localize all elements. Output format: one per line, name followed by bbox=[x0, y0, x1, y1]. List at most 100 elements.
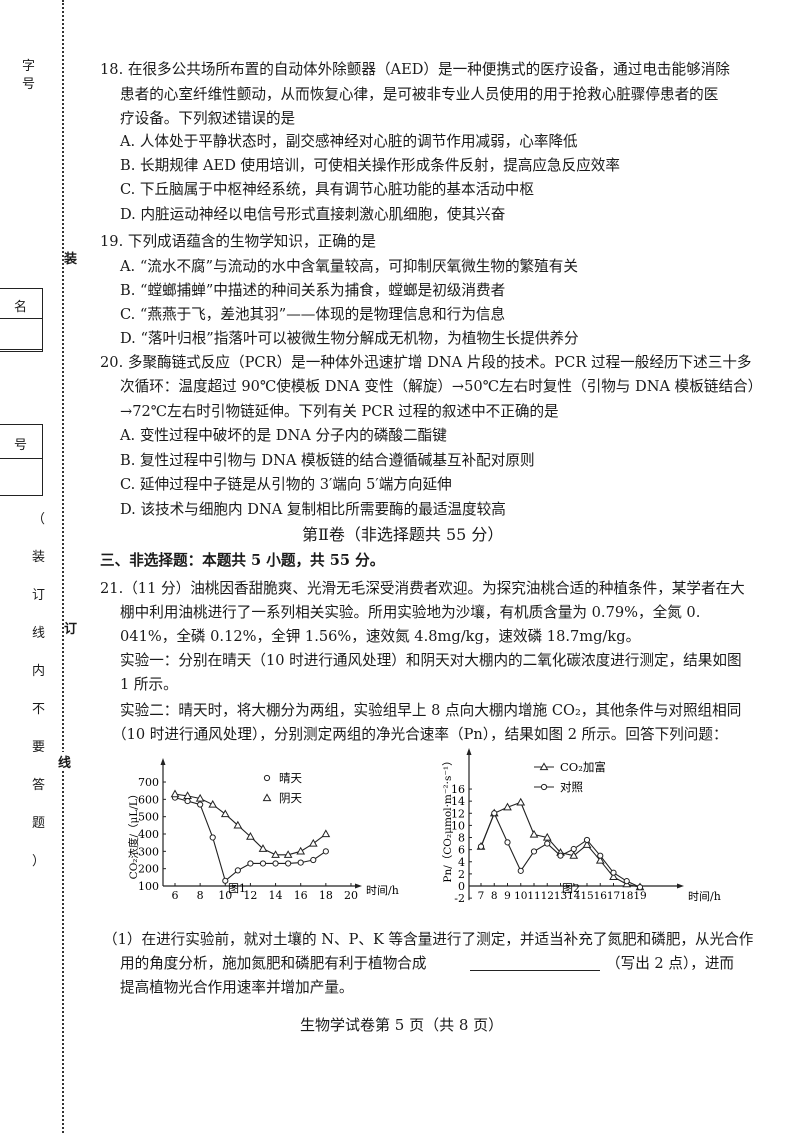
data-point bbox=[171, 794, 179, 801]
x-tick-label: 8 bbox=[197, 889, 204, 902]
binding-char: 订 bbox=[64, 618, 78, 637]
q20-option: D. 该技术与细胞内 DNA 复制相比所需要酶的最适温度较高 bbox=[120, 500, 506, 518]
x-tick-label: 20 bbox=[344, 889, 358, 902]
x-tick-label: 6 bbox=[172, 889, 179, 902]
y-axis-label: Pn/（CO₂μmol·m⁻²·s⁻¹） bbox=[442, 755, 454, 882]
y-tick-label: 4 bbox=[458, 856, 465, 869]
figure-caption: 图1 bbox=[228, 882, 246, 895]
y-tick-label: 2 bbox=[458, 868, 465, 881]
q20-option: C. 延伸过程中子链是从引物的 3′端向 5′端方向延伸 bbox=[120, 476, 452, 493]
x-tick-label: 14 bbox=[567, 890, 581, 902]
x-tick-label: 14 bbox=[269, 889, 283, 902]
data-point bbox=[220, 809, 230, 818]
data-point bbox=[570, 845, 577, 853]
data-point bbox=[583, 836, 591, 844]
legend-marker bbox=[539, 762, 549, 771]
x-tick-label: 11 bbox=[527, 890, 540, 902]
figure-caption: 图2 bbox=[562, 882, 580, 895]
q19-option: C. “燕燕于飞，差池其羽”——体现的是物理信息和行为信息 bbox=[120, 306, 506, 323]
data-point bbox=[297, 859, 304, 866]
answer-blank bbox=[470, 954, 600, 971]
x-tick-label: 15 bbox=[580, 890, 593, 902]
data-point bbox=[595, 855, 605, 864]
series-line bbox=[174, 793, 327, 856]
data-point bbox=[569, 851, 579, 859]
box-label-id: 号 bbox=[14, 438, 28, 453]
y-tick-label: -2 bbox=[454, 892, 465, 905]
data-point bbox=[530, 848, 538, 855]
binding-notice-char: 装 bbox=[32, 550, 46, 565]
data-point bbox=[197, 801, 204, 808]
q18-stem-line: 患者的心室纤维性颤动，从而恢复心律，是可被非专业人员使用的用于抢救心脏骤停患者的… bbox=[120, 85, 719, 103]
legend-marker bbox=[262, 793, 272, 802]
q21-stem-line: 棚中利用油桃进行了一系列相关实验。所用实验地为沙壤，有机质含量为 0.79%，全… bbox=[120, 604, 701, 621]
q21-sub1-line: （1）在进行实验前，就对土壤的 N、P、K 等含量进行了测定，并适当补充了氮肥和… bbox=[103, 931, 754, 948]
q19-stem: 19. 下列成语蕴含的生物学知识，正确的是 bbox=[100, 233, 376, 250]
legend-label: 对照 bbox=[560, 780, 583, 794]
data-point bbox=[247, 860, 254, 867]
data-point bbox=[170, 789, 180, 798]
binding-notice-char: 答 bbox=[32, 778, 46, 793]
binding-notice-char: 要 bbox=[32, 740, 46, 755]
y-tick-label: 10 bbox=[451, 819, 465, 832]
data-point bbox=[283, 850, 293, 858]
y-tick-label: 6 bbox=[458, 844, 465, 857]
binding-notice-char: 不 bbox=[32, 702, 46, 717]
data-point bbox=[271, 850, 280, 858]
y-tick-label: 400 bbox=[138, 828, 159, 841]
page-footer: 生物学试卷第 5 页（共 8 页） bbox=[300, 1016, 504, 1034]
y-axis-arrow bbox=[160, 758, 166, 765]
x-tick-label: 10 bbox=[218, 889, 232, 902]
data-point bbox=[209, 834, 216, 841]
data-point bbox=[208, 799, 218, 808]
data-point bbox=[623, 878, 630, 885]
data-point bbox=[184, 797, 191, 805]
q20-option: B. 复性过程中引物与 DNA 模板链的结合遵循碱基互补配对原则 bbox=[120, 451, 535, 469]
y-tick-label: 700 bbox=[138, 776, 159, 789]
data-point bbox=[529, 829, 539, 838]
data-point bbox=[635, 882, 645, 891]
q21-stem-line: 实验一：分别在晴天（10 时进行通风处理）和阴天对大棚内的二氧化碳浓度进行测定，… bbox=[120, 652, 742, 669]
series-line bbox=[480, 801, 641, 888]
x-tick-label: 12 bbox=[541, 890, 554, 902]
data-point bbox=[310, 856, 317, 864]
x-tick-label: 7 bbox=[478, 890, 485, 902]
q19-option: D. “落叶归根”指落叶可以被微生物分解成无机物，为植物生长提供养分 bbox=[120, 330, 579, 347]
q21-sub1-line: 用的角度分析，施加氮肥和磷肥有利于植物合成 bbox=[120, 955, 427, 972]
y-tick-label: 8 bbox=[458, 832, 465, 845]
data-point bbox=[636, 884, 644, 891]
q20-stem-line: →72℃左右时引物链延伸。下列有关 PCR 过程的叙述中不正确的是 bbox=[120, 402, 559, 420]
data-point bbox=[321, 829, 331, 838]
data-point bbox=[234, 867, 241, 874]
id-box-lower bbox=[0, 458, 43, 496]
y-tick-label: 500 bbox=[138, 811, 159, 824]
data-point bbox=[285, 860, 292, 867]
q18-option: D. 内脏运动神经以电信号形式直接刺激心肌细胞，使其兴奋 bbox=[120, 205, 506, 223]
y-tick-label: 100 bbox=[138, 880, 159, 893]
series-line bbox=[480, 811, 641, 888]
data-point bbox=[476, 841, 486, 850]
binding-notice-char: ） bbox=[32, 854, 46, 869]
data-point bbox=[516, 797, 526, 806]
y-tick-label: 600 bbox=[138, 793, 159, 806]
data-point bbox=[477, 843, 485, 850]
data-point bbox=[222, 877, 229, 884]
y-tick-label: 12 bbox=[451, 807, 465, 820]
margin-top-label: 字号 bbox=[22, 59, 36, 92]
data-point bbox=[489, 808, 499, 817]
x-tick-label: 19 bbox=[633, 890, 646, 902]
data-point bbox=[556, 848, 565, 856]
q20-option: A. 变性过程中破坏的是 DNA 分子内的磷酸二酯键 bbox=[120, 427, 447, 444]
x-tick-label: 9 bbox=[504, 890, 511, 902]
x-tick-label: 18 bbox=[319, 889, 333, 902]
q21-stem-line: 实验二：晴天时，将大棚分为两组，实验组早上 8 点向大棚内增施 CO₂，其他条件… bbox=[120, 702, 742, 719]
binding-notice-char: 订 bbox=[32, 588, 46, 603]
y-axis-label: CO₂浓度/（μL/L） bbox=[127, 789, 140, 880]
name-box-lower bbox=[0, 318, 43, 352]
data-point bbox=[195, 793, 205, 802]
y-axis-arrow bbox=[466, 748, 472, 755]
data-point bbox=[308, 838, 318, 847]
x-tick-label: 12 bbox=[243, 889, 257, 902]
q19-option: A. “流水不腐”与流动的水中含氧量较高，可抑制厌氧微生物的繁殖有关 bbox=[120, 258, 578, 275]
binding-notice-char: 线 bbox=[32, 626, 46, 641]
